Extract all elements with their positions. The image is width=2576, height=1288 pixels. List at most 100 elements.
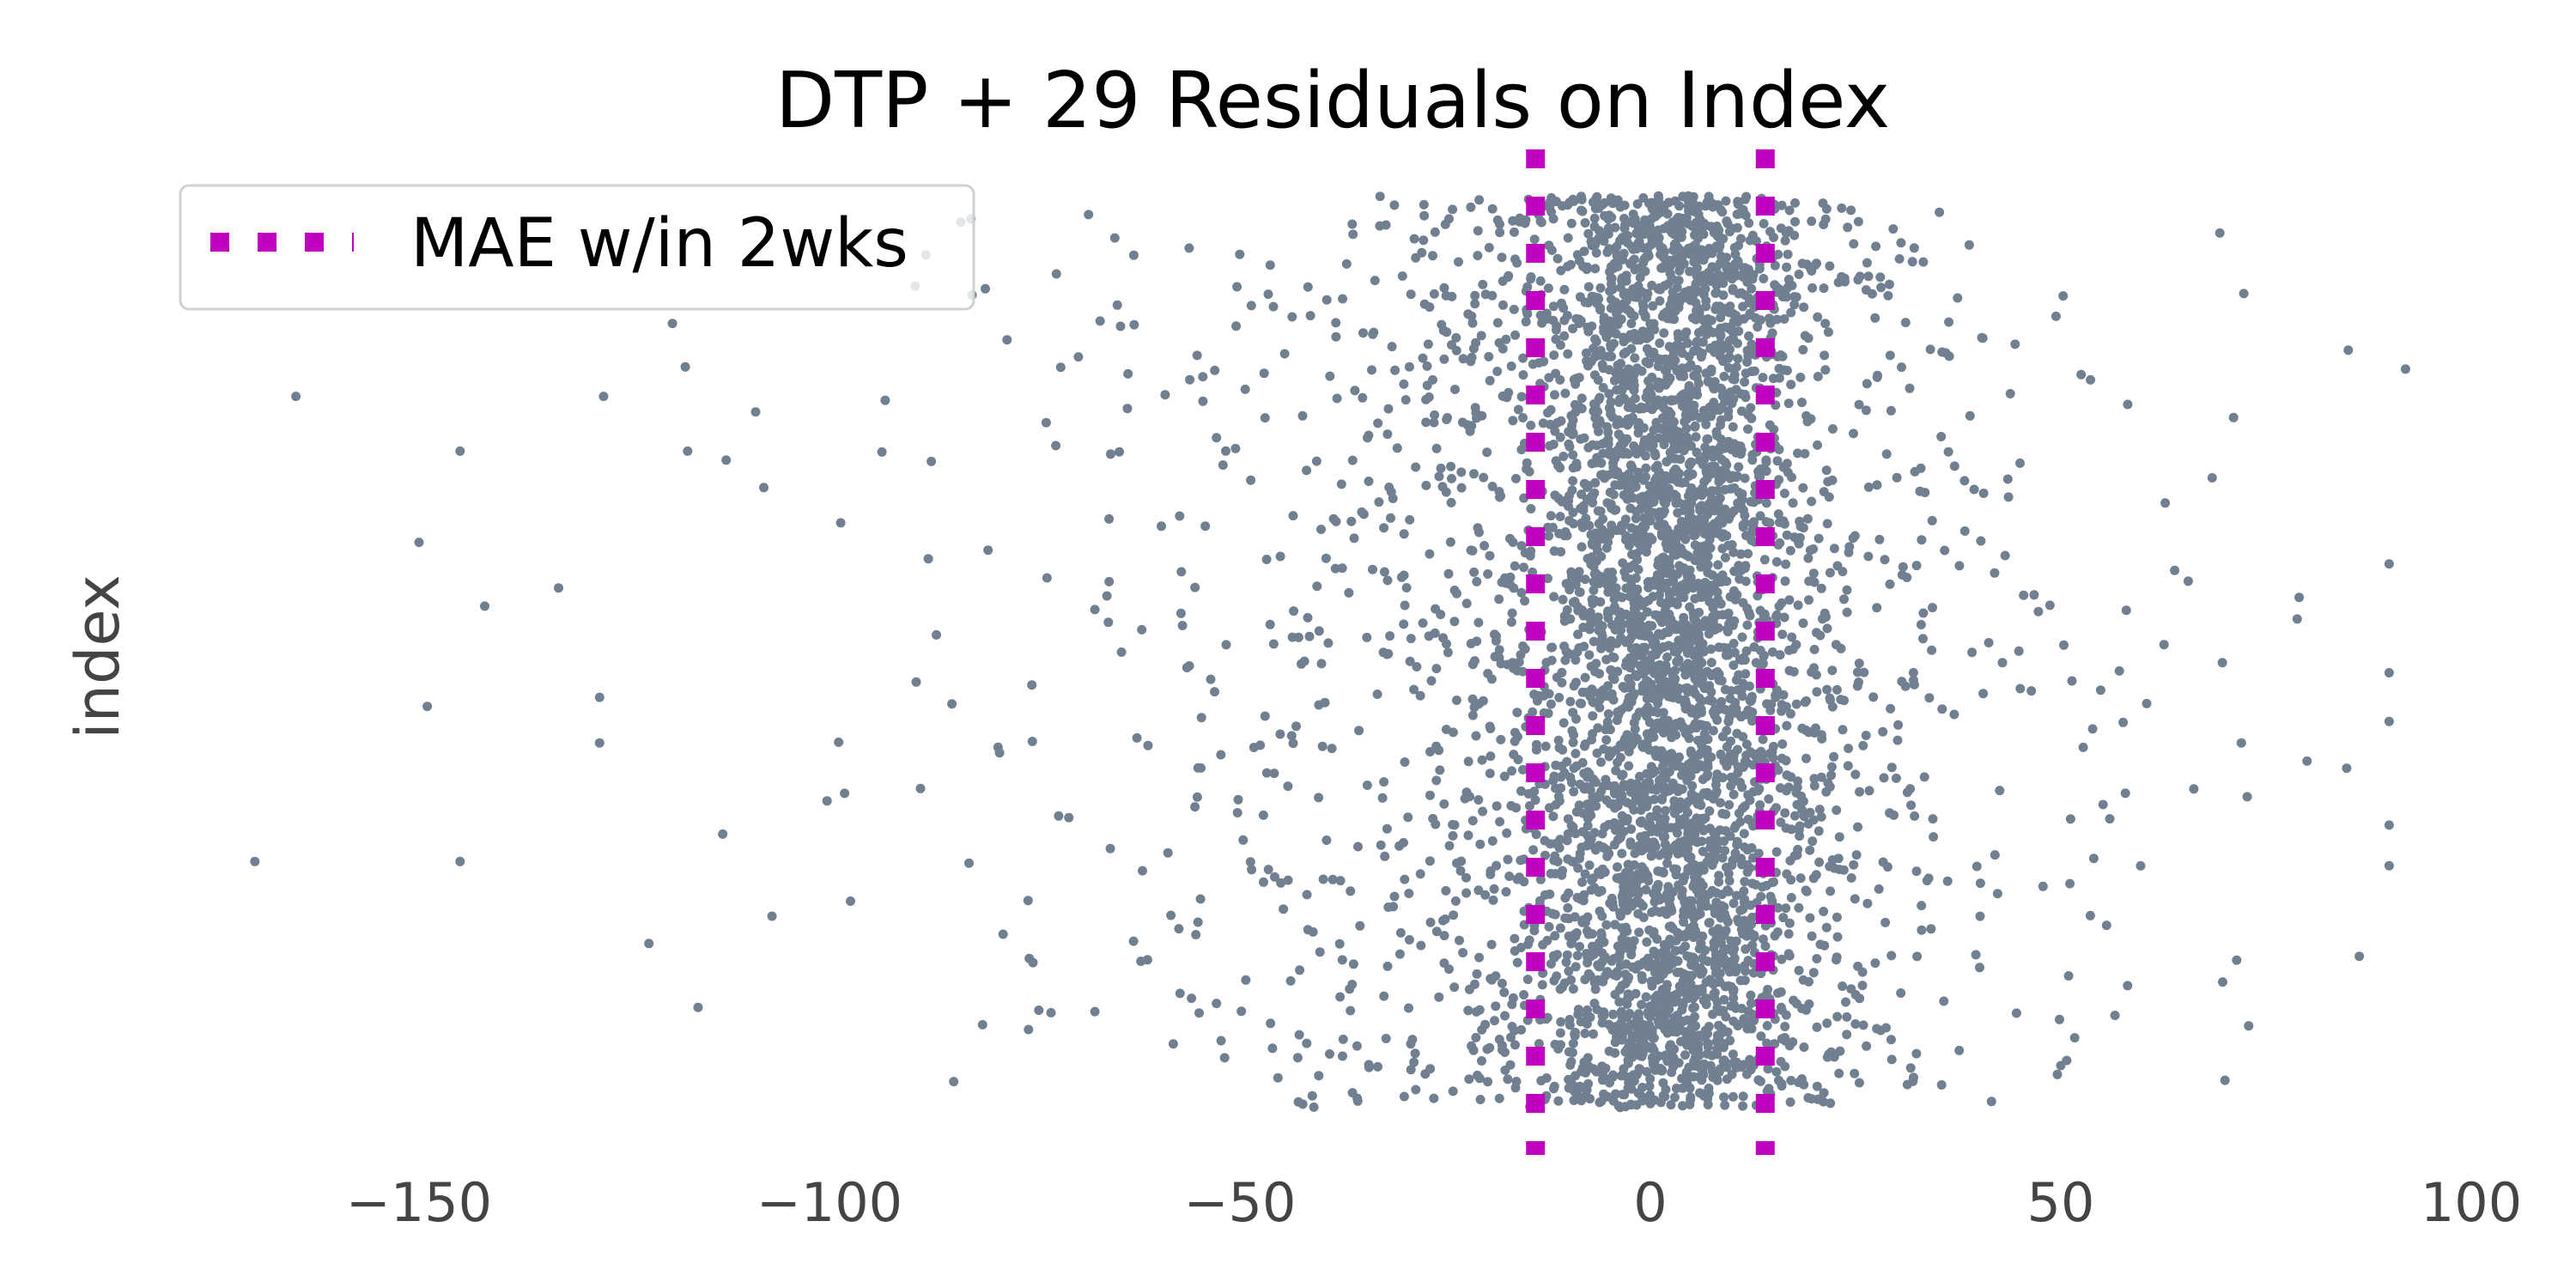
data-point	[1439, 958, 1449, 969]
data-point	[1513, 732, 1522, 742]
data-point	[1685, 487, 1695, 496]
data-point	[1477, 1056, 1486, 1066]
data-point	[1467, 318, 1478, 328]
data-point	[1163, 848, 1173, 858]
data-point	[1589, 883, 1600, 893]
data-point	[1601, 437, 1611, 447]
data-point	[1728, 1016, 1739, 1026]
data-point	[1680, 416, 1690, 427]
data-point	[1670, 945, 1680, 956]
data-point	[1439, 799, 1449, 809]
data-point	[1334, 939, 1345, 949]
data-point	[1722, 610, 1733, 620]
data-point	[1759, 219, 1769, 228]
data-point	[2292, 614, 2302, 624]
data-point	[1425, 917, 1436, 927]
data-point	[1666, 1100, 1676, 1110]
data-point	[1484, 351, 1494, 361]
data-point	[1276, 878, 1286, 888]
data-point	[1193, 917, 1203, 927]
data-point	[1406, 289, 1416, 300]
data-point	[1708, 617, 1718, 627]
data-point	[1647, 489, 1657, 499]
data-point	[680, 361, 690, 372]
data-point	[947, 699, 957, 709]
data-point	[1716, 676, 1727, 686]
data-point	[1698, 639, 1708, 649]
data-point	[1610, 222, 1620, 233]
data-point	[1679, 446, 1689, 456]
data-point	[1689, 647, 1699, 656]
data-point	[1599, 236, 1609, 246]
data-point	[1637, 366, 1647, 376]
data-point	[2000, 550, 2010, 561]
data-point	[1637, 971, 1647, 981]
data-point	[1712, 1049, 1722, 1060]
data-point	[1698, 953, 1708, 963]
data-point	[1684, 362, 1693, 373]
data-point	[1084, 210, 1094, 220]
data-point	[1504, 872, 1515, 881]
data-point	[1674, 201, 1685, 211]
data-point	[1886, 762, 1897, 773]
data-point	[1629, 587, 1638, 598]
data-point	[1700, 251, 1710, 261]
data-point	[1855, 787, 1865, 797]
data-point	[1668, 361, 1679, 371]
data-point	[1977, 332, 1987, 343]
data-point	[1767, 647, 1777, 657]
data-point	[1653, 377, 1663, 387]
data-point	[1702, 745, 1712, 755]
data-point	[1815, 939, 1826, 950]
data-point	[1708, 726, 1718, 736]
data-point	[1668, 778, 1678, 788]
data-point	[1697, 901, 1706, 911]
data-point	[1735, 502, 1744, 513]
data-point	[1608, 1009, 1619, 1019]
data-point	[2087, 724, 2098, 734]
data-point	[1787, 281, 1797, 290]
data-point	[1677, 770, 1686, 781]
data-point	[1283, 781, 1293, 792]
data-point	[1819, 907, 1829, 916]
data-point	[1687, 469, 1698, 479]
data-point	[1505, 1060, 1516, 1070]
data-point	[1336, 479, 1346, 489]
data-point	[1624, 761, 1634, 771]
data-point	[1492, 631, 1501, 641]
data-point	[1606, 635, 1616, 646]
data-point	[1965, 410, 1975, 421]
data-point	[1677, 1073, 1687, 1084]
data-point	[750, 407, 761, 417]
data-point	[1686, 979, 1696, 989]
data-point	[1562, 950, 1572, 960]
data-point	[1466, 545, 1476, 556]
data-point	[1633, 538, 1643, 549]
data-point	[1731, 1003, 1741, 1013]
data-point	[1937, 347, 1947, 357]
data-point	[1584, 860, 1595, 871]
data-point	[1601, 970, 1611, 981]
data-point	[1602, 851, 1613, 861]
data-point	[1912, 951, 1923, 962]
data-point	[1850, 769, 1861, 780]
data-point	[1605, 487, 1615, 497]
data-point	[1349, 533, 1359, 544]
data-point	[1649, 1095, 1660, 1105]
data-point	[1928, 603, 1937, 613]
data-point	[1610, 480, 1620, 490]
data-point	[1776, 817, 1786, 828]
data-point	[1449, 820, 1460, 830]
data-point	[1654, 951, 1664, 960]
data-point	[1880, 555, 1890, 565]
data-point	[1417, 247, 1427, 258]
data-point	[1637, 681, 1648, 690]
data-point	[1722, 1074, 1732, 1084]
data-point	[1376, 840, 1386, 850]
data-point	[1249, 743, 1259, 752]
data-point	[1872, 1024, 1882, 1034]
data-point	[1184, 243, 1194, 253]
data-point	[981, 283, 990, 294]
data-point	[1693, 735, 1704, 745]
data-point	[1614, 786, 1625, 796]
